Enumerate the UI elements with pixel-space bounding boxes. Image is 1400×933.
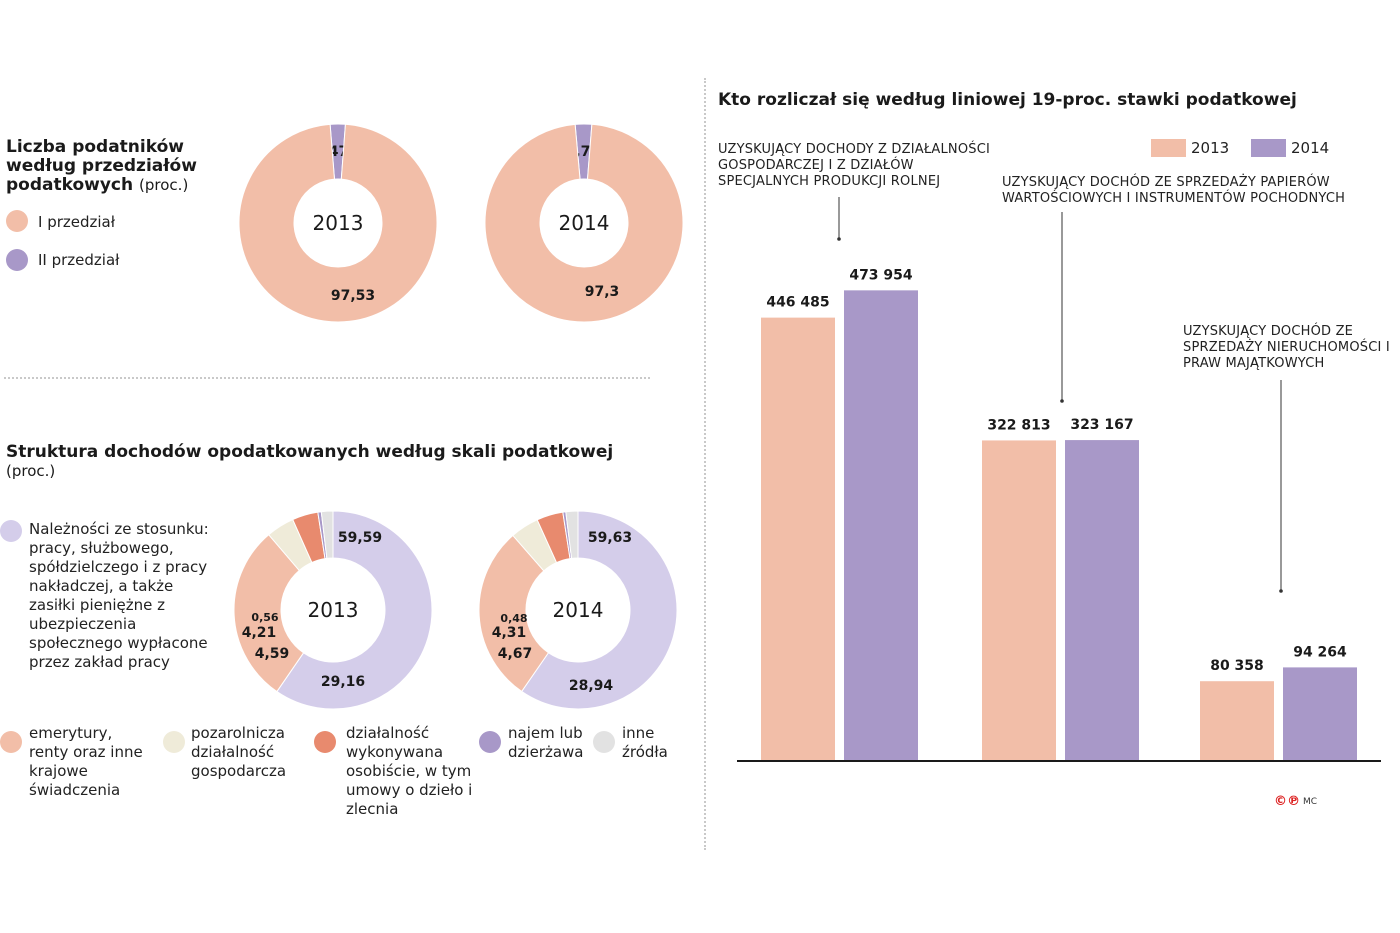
legend-label-2014: 2014 [1291,139,1330,157]
panel1-unit: (proc.) [139,176,189,194]
slice-value-label: 4,31 [492,625,527,641]
slice-value-label: 28,94 [569,678,614,694]
legend-second-bracket: II przedział [38,251,120,269]
leader-dot [1279,589,1283,593]
legend-swatch-2013 [1151,139,1186,157]
horizontal-separator [4,377,650,379]
annotation-real-estate: UZYSKUJĄCY DOCHÓD ZE SPRZEDAŻY NIERUCHOM… [1183,324,1390,371]
bar-value-label: 80 358 [1210,658,1264,674]
panel1-title: Liczba podatników według przedziałów pod… [6,138,221,195]
bar-chart: 446 485 322 813 80 358 473 954 323 167 94 264 [737,197,1381,762]
annotation-leaders [837,197,1283,593]
author-credit: MC [1303,797,1318,807]
bar-2013-2 [1200,681,1274,761]
bar-value-label: 473 954 [849,267,913,283]
panel2-donuts: 59,59 29,16 4,59 4,210,56 2013 59,63 28,94 4,6… [233,510,678,710]
bar-2014-2 [1283,667,1357,761]
panel2-unit: (proc.) [6,462,56,480]
legend-pensions: emerytury, renty oraz inne krajowe świad… [29,724,143,799]
legend-label-2013: 2013 [1191,139,1230,157]
slice-value-label: 29,16 [321,674,365,690]
slice-value-label: 59,63 [588,530,632,546]
legend-rental: najem lub dzierżawa [508,724,584,761]
legend-dot-pensions [0,731,22,753]
legend-dot-contracts [314,731,336,753]
donut-slice [276,510,433,710]
legend-employment: Należności ze stosunku: pracy, służboweg… [29,520,209,671]
bar-2013-1 [982,440,1056,761]
annotation-business: UZYSKUJĄCY DOCHODY Z DZIAŁALNOŚCI GOSPOD… [718,142,991,189]
legend-dot-other [593,731,615,753]
leader-dot [1060,399,1064,403]
donut-slice [320,510,334,559]
legend-other: inne źródła [622,724,668,761]
donut-slice [478,534,550,693]
bar-series: 446 485 322 813 80 358 473 954 323 167 94 264 [761,267,1357,761]
donut-slice [484,123,684,323]
legend-dot-rental [479,731,501,753]
publisher-logo: ©℗ [1274,794,1300,809]
donut-income-2014: 59,63 28,94 4,67 4,310,48 2014 [478,510,678,710]
donut-center-year: 2013 [308,598,359,622]
donut-slice [565,510,579,559]
bar-2014-1 [1065,440,1139,761]
slice-value-label: 97,3 [585,284,620,300]
donut-center-year: 2014 [553,598,604,622]
legend-dot-business [163,731,185,753]
legend-swatch-2014 [1251,139,1286,157]
slice-value-label: 59,59 [338,530,382,546]
panel2-title-text: Struktura dochodów opodatkowanych według… [6,442,614,462]
annotation-securities: UZYSKUJĄCY DOCHÓD ZE SPRZEDAŻY PAPIERÓW … [1002,175,1346,206]
slice-value-label: 4,21 [242,625,277,641]
donut-center-year: 2013 [313,211,364,235]
panel3-title: Kto rozliczał się według liniowej 19-pro… [718,90,1297,110]
bar-2014-0 [844,290,918,761]
bar-value-label: 446 485 [766,295,829,311]
donut-income-2013: 59,59 29,16 4,59 4,210,56 2013 [233,510,433,710]
panel2-title: Struktura dochodów opodatkowanych według… [6,443,666,481]
bar-2013-0 [761,317,835,761]
legend-dot-first-bracket [6,210,28,232]
panel1-title-text: Liczba podatników według przedziałów pod… [6,137,197,195]
bar-value-label: 94 264 [1293,644,1347,660]
legend-dot-employment [0,520,22,542]
legend-contracts: działalność wykonywana osobiście, w tym … [346,724,473,818]
legend-first-bracket: I przedział [38,213,115,231]
vertical-separator [704,78,706,850]
donut-center-year: 2014 [559,211,610,235]
slice-value-label: 0,48 [500,612,527,625]
donut-slice [520,510,678,710]
slice-value-label: 97,53 [331,288,375,304]
donut-slice [238,123,438,323]
slice-value-label: 4,59 [255,646,290,662]
legend-business: pozarolnicza działalność gospodarcza [191,724,287,780]
slice-value-label: 4,67 [498,646,533,662]
bar-value-label: 323 167 [1070,417,1133,433]
leader-dot [837,237,841,241]
slice-value-label: 0,56 [251,611,278,624]
bar-value-label: 322 813 [987,417,1050,433]
donut-slice [233,534,305,693]
legend-dot-second-bracket [6,249,28,271]
